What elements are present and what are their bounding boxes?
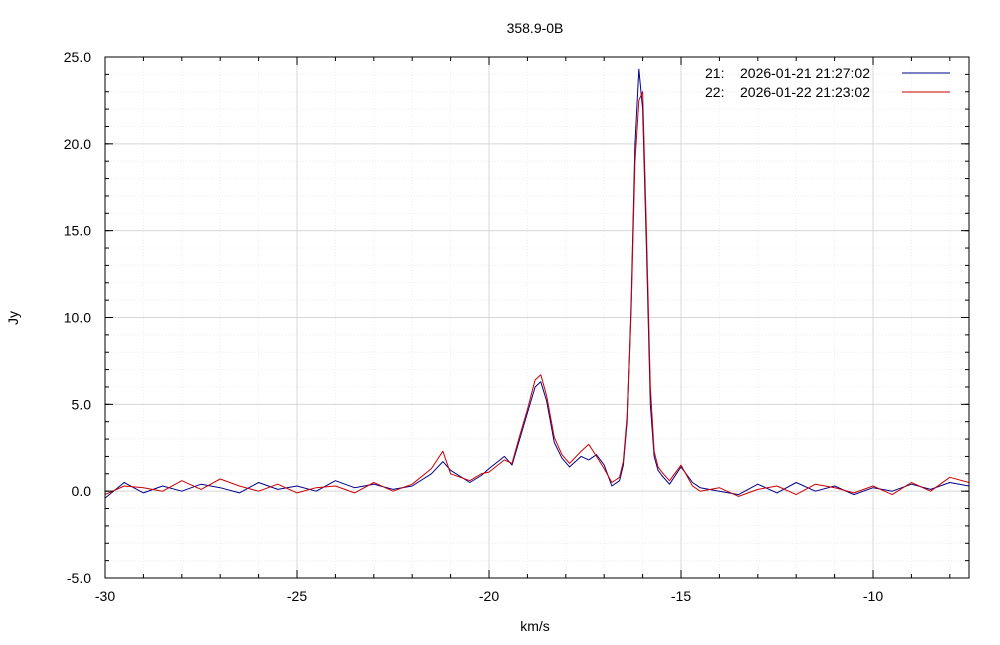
series-line-21	[105, 68, 969, 499]
y-tick-label: 5.0	[72, 396, 92, 412]
legend-series-name: 2026-01-21 21:27:02	[740, 65, 870, 81]
series-line-22	[105, 91, 969, 497]
legend-series-name: 2026-01-22 21:23:02	[740, 84, 870, 100]
legend-series-id: 21:	[705, 65, 724, 81]
y-tick-label: -5.0	[67, 570, 91, 586]
x-tick-label: -30	[95, 588, 115, 604]
x-tick-label: -15	[671, 588, 691, 604]
tick-layer	[104, 56, 969, 579]
legend: 21: 2026-01-21 21:27:02 22: 2026-01-22 21:2…	[705, 65, 950, 100]
x-tick-label: -20	[479, 588, 499, 604]
x-tick-label: -25	[287, 588, 307, 604]
x-tick-label: -10	[863, 588, 883, 604]
y-tick-label: 10.0	[64, 310, 91, 326]
y-tick-label: 15.0	[64, 223, 91, 239]
y-tick-label: 20.0	[64, 136, 91, 152]
label-layer: -30 -25 -20 -15 -10 -5.0 0.0 5.0 10.0 15.0 20.0 25.…	[64, 49, 884, 604]
chart-title: 358.9-0B	[507, 20, 564, 36]
y-tick-label: 0.0	[72, 483, 92, 499]
grid-layer	[104, 56, 969, 579]
x-axis-label: km/s	[520, 618, 550, 634]
series-layer	[105, 68, 969, 499]
y-tick-label: 25.0	[64, 49, 91, 65]
legend-series-id: 22:	[705, 84, 724, 100]
y-axis-label: Jy	[5, 311, 21, 325]
